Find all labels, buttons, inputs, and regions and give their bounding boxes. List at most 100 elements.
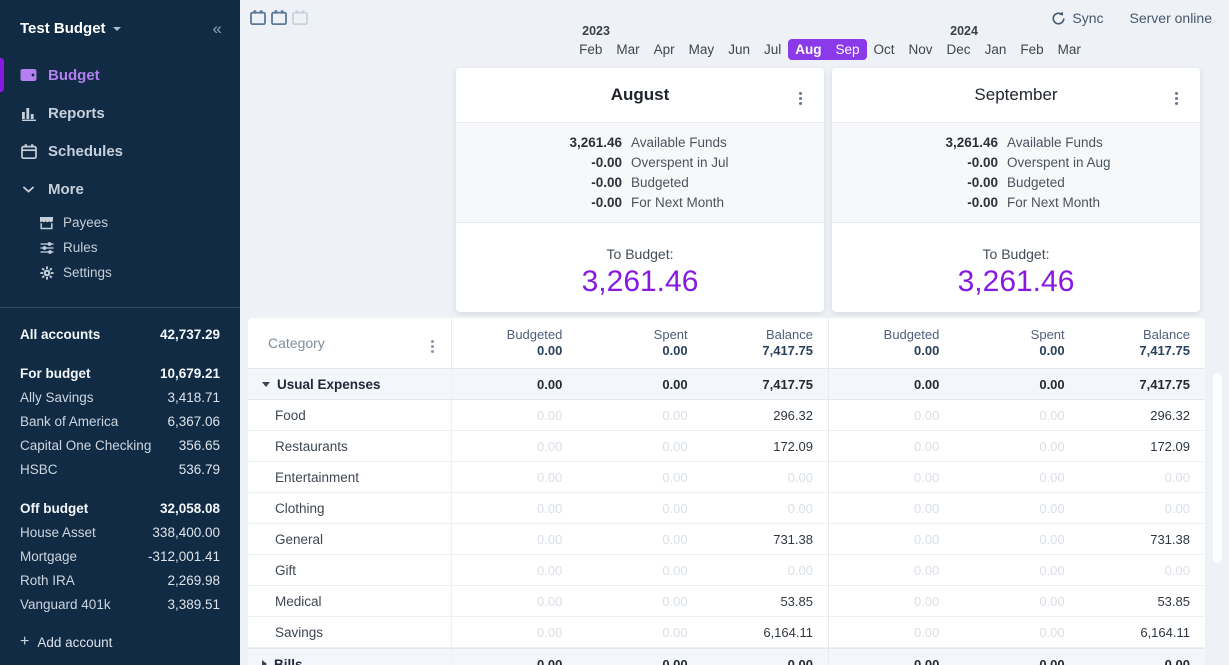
budget-cell[interactable]: 0.00 bbox=[662, 562, 688, 578]
summary-value[interactable]: 3,261.46 bbox=[569, 134, 622, 150]
budget-cell[interactable]: 0.00 bbox=[914, 438, 940, 454]
for-budget-row[interactable]: For budget 10,679.21 bbox=[20, 361, 220, 385]
category-name[interactable]: Food bbox=[248, 400, 452, 430]
budget-cell[interactable]: 0.00 bbox=[1039, 656, 1065, 665]
month-mar-1[interactable]: Mar bbox=[616, 42, 640, 57]
sidebar-item-reports[interactable]: Reports bbox=[0, 94, 240, 132]
budget-cell[interactable]: 0.00 bbox=[1164, 469, 1190, 485]
collapse-triangle-icon[interactable] bbox=[262, 381, 270, 387]
summary-value[interactable]: -0.00 bbox=[967, 174, 998, 190]
budget-cell[interactable]: 0.00 bbox=[662, 469, 688, 485]
column-header-balance[interactable]: Balance 7,417.75 bbox=[1080, 318, 1205, 368]
month-apr-2[interactable]: Apr bbox=[653, 42, 675, 57]
category-name[interactable]: Gift bbox=[248, 555, 452, 585]
budget-cell[interactable]: 0.00 bbox=[662, 531, 688, 547]
budget-cell[interactable]: 172.09 bbox=[1150, 438, 1190, 454]
sidebar-item-payees[interactable]: Payees bbox=[0, 210, 240, 235]
budget-cell[interactable]: 0.00 bbox=[787, 656, 813, 665]
add-account-button[interactable]: + Add account bbox=[20, 633, 220, 651]
three-month-view-icon[interactable] bbox=[292, 10, 308, 25]
category-name[interactable]: Restaurants bbox=[248, 431, 452, 461]
month-jul-5[interactable]: Jul bbox=[763, 42, 782, 57]
category-name[interactable]: General bbox=[248, 524, 452, 554]
budget-cell[interactable]: 0.00 bbox=[537, 531, 563, 547]
budget-cell[interactable]: 53.85 bbox=[1157, 593, 1190, 609]
account-row[interactable]: Vanguard 401k 3,389.51 bbox=[20, 592, 220, 616]
summary-value[interactable]: -0.00 bbox=[591, 194, 622, 210]
month-feb-12[interactable]: Feb bbox=[1020, 42, 1044, 57]
server-status[interactable]: Server online bbox=[1129, 10, 1213, 26]
budget-cell[interactable]: 0.00 bbox=[662, 407, 688, 423]
off-budget-row[interactable]: Off budget 32,058.08 bbox=[20, 496, 220, 520]
month-aug-6[interactable]: Aug bbox=[788, 39, 829, 60]
two-month-view-icon[interactable] bbox=[271, 10, 287, 25]
budget-cell[interactable]: 0.00 bbox=[537, 656, 563, 665]
budget-cell[interactable]: 0.00 bbox=[537, 407, 563, 423]
budget-cell[interactable]: 0.00 bbox=[537, 469, 563, 485]
budget-cell[interactable]: 0.00 bbox=[914, 407, 940, 423]
column-header-balance[interactable]: Balance 7,417.75 bbox=[703, 318, 828, 368]
month-jun-4[interactable]: Jun bbox=[728, 42, 750, 57]
budget-cell[interactable]: 0.00 bbox=[914, 500, 940, 516]
account-row[interactable]: House Asset 338,400.00 bbox=[20, 520, 220, 544]
budget-cell[interactable]: 0.00 bbox=[787, 562, 813, 578]
budget-cell[interactable]: 0.00 bbox=[662, 376, 688, 392]
month-menu-button[interactable] bbox=[795, 81, 806, 109]
budget-cell[interactable]: 0.00 bbox=[537, 562, 563, 578]
account-row[interactable]: HSBC 536.79 bbox=[20, 457, 220, 481]
month-jan-11[interactable]: Jan bbox=[984, 42, 1007, 57]
budget-cell[interactable]: 6,164.11 bbox=[1140, 624, 1190, 640]
budget-cell[interactable]: 0.00 bbox=[1039, 438, 1065, 454]
month-dec-10[interactable]: Dec bbox=[946, 42, 971, 57]
group-name-cell[interactable]: Usual Expenses bbox=[248, 369, 452, 399]
expand-triangle-icon[interactable] bbox=[262, 660, 267, 665]
budget-cell[interactable]: 0.00 bbox=[662, 593, 688, 609]
sidebar-collapse-button[interactable]: « bbox=[212, 18, 222, 38]
budget-cell[interactable]: 296.32 bbox=[773, 407, 813, 423]
summary-value[interactable]: -0.00 bbox=[967, 154, 998, 170]
account-row[interactable]: Roth IRA 2,269.98 bbox=[20, 568, 220, 592]
budget-cell[interactable]: 0.00 bbox=[1039, 500, 1065, 516]
budget-cell[interactable]: 0.00 bbox=[914, 531, 940, 547]
budget-cell[interactable]: 0.00 bbox=[537, 500, 563, 516]
to-budget-amount[interactable]: 3,261.46 bbox=[581, 265, 699, 298]
summary-value[interactable]: 3,261.46 bbox=[945, 134, 998, 150]
summary-value[interactable]: -0.00 bbox=[591, 174, 622, 190]
budget-cell[interactable]: 0.00 bbox=[1039, 531, 1065, 547]
account-row[interactable]: Ally Savings 3,418.71 bbox=[20, 385, 220, 409]
column-header-spent[interactable]: Spent 0.00 bbox=[577, 318, 702, 368]
budget-cell[interactable]: 0.00 bbox=[537, 376, 563, 392]
month-oct-8[interactable]: Oct bbox=[873, 42, 895, 57]
budget-cell[interactable]: 0.00 bbox=[1164, 500, 1190, 516]
category-menu-button[interactable] bbox=[428, 332, 437, 354]
sidebar-item-more[interactable]: More bbox=[0, 170, 240, 208]
budget-cell[interactable]: 0.00 bbox=[537, 593, 563, 609]
to-budget-amount[interactable]: 3,261.46 bbox=[957, 265, 1075, 298]
budget-cell[interactable]: 0.00 bbox=[1039, 562, 1065, 578]
budget-cell[interactable]: 0.00 bbox=[662, 438, 688, 454]
category-name[interactable]: Savings bbox=[248, 617, 452, 647]
summary-value[interactable]: -0.00 bbox=[591, 154, 622, 170]
account-row[interactable]: Capital One Checking 356.65 bbox=[20, 433, 220, 457]
budget-cell[interactable]: 0.00 bbox=[662, 624, 688, 640]
column-header-spent[interactable]: Spent 0.00 bbox=[954, 318, 1079, 368]
column-header-budgeted[interactable]: Budgeted 0.00 bbox=[452, 318, 577, 368]
budget-cell[interactable]: 172.09 bbox=[773, 438, 813, 454]
month-menu-button[interactable] bbox=[1171, 81, 1182, 109]
category-name[interactable]: Entertainment bbox=[248, 462, 452, 492]
vertical-scrollbar[interactable] bbox=[1213, 373, 1222, 563]
category-name[interactable]: Clothing bbox=[248, 493, 452, 523]
month-sep-7[interactable]: Sep bbox=[828, 39, 867, 60]
budget-cell[interactable]: 0.00 bbox=[787, 469, 813, 485]
budget-cell[interactable]: 0.00 bbox=[1164, 562, 1190, 578]
category-name[interactable]: Medical bbox=[248, 586, 452, 616]
budget-cell[interactable]: 0.00 bbox=[537, 438, 563, 454]
sidebar-item-schedules[interactable]: Schedules bbox=[0, 132, 240, 170]
account-row[interactable]: Mortgage -312,001.41 bbox=[20, 544, 220, 568]
sidebar-item-budget[interactable]: Budget bbox=[0, 56, 240, 94]
one-month-view-icon[interactable] bbox=[250, 10, 266, 25]
month-nov-9[interactable]: Nov bbox=[908, 42, 933, 57]
budget-cell[interactable]: 0.00 bbox=[914, 562, 940, 578]
all-accounts-row[interactable]: All accounts 42,737.29 bbox=[20, 322, 220, 346]
month-mar-13[interactable]: Mar bbox=[1057, 42, 1081, 57]
